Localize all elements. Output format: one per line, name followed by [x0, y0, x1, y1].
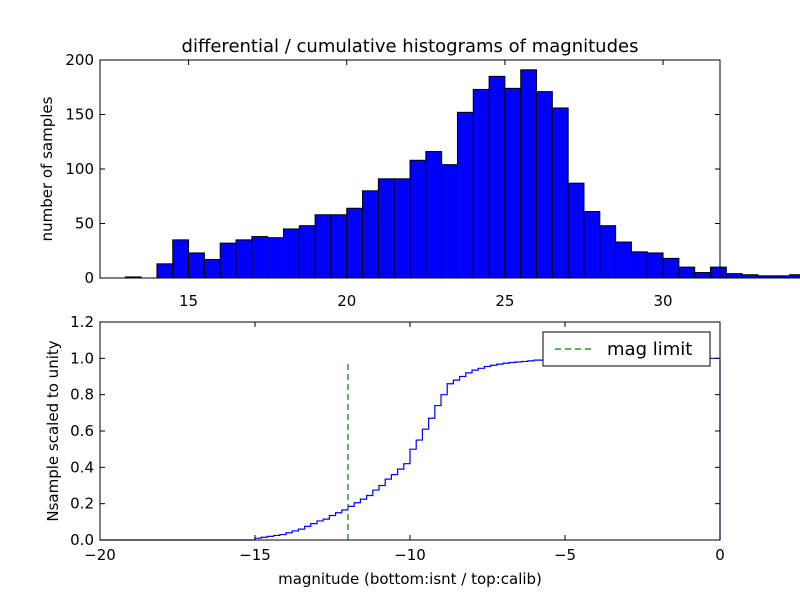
x-tick-label: −10: [394, 546, 426, 564]
histogram-bar: [425, 151, 443, 279]
histogram-bar: [441, 164, 458, 279]
x-tick-label: −20: [84, 546, 116, 564]
y-tick-label: 1.2: [70, 313, 94, 331]
chart-title: differential / cumulative histograms of …: [182, 36, 639, 57]
histogram-bar: [314, 214, 332, 279]
x-tick-label: 30: [654, 292, 673, 310]
histogram-bar: [203, 258, 221, 279]
x-tick-label: −15: [239, 546, 271, 564]
histogram-bar: [330, 214, 348, 279]
histogram-bar: [583, 211, 601, 279]
histogram-bar: [678, 266, 696, 279]
histogram-bars: [124, 69, 800, 279]
histogram-bar: [393, 178, 411, 279]
histogram-bar: [409, 159, 427, 279]
y-tick-label: 200: [65, 51, 94, 69]
legend-label-mag-limit: mag limit: [607, 339, 692, 360]
histogram-bar: [662, 257, 680, 279]
histogram-bar: [488, 75, 506, 279]
histogram-bar: [282, 228, 300, 279]
histogram-bar: [773, 275, 791, 279]
cumulative-step-line: [100, 357, 721, 541]
histogram-bar: [504, 87, 522, 279]
histogram-bar: [710, 266, 727, 279]
cumulative-lines: [100, 357, 721, 541]
cumulative-ticks: −20 −15 −10 −5 0 0.0 0.2 0.4 0.6 0.8 1.0 1.2: [70, 313, 725, 564]
legend: mag limit: [542, 331, 711, 367]
histogram-bar: [156, 263, 174, 279]
histogram-bar: [789, 274, 800, 279]
histogram-bar: [346, 207, 364, 279]
y-tick-label: 150: [65, 106, 94, 124]
histogram-bar: [615, 241, 632, 279]
histogram-bar: [694, 272, 712, 279]
y-tick-label: 1.0: [70, 349, 94, 367]
y-tick-label: 0.4: [70, 458, 94, 476]
histogram-bar: [520, 69, 538, 279]
histogram-bar: [456, 111, 474, 279]
y-tick-label: 0.0: [70, 531, 94, 549]
histogram-bar: [725, 273, 743, 279]
histogram-bar: [630, 251, 648, 279]
y-tick-label: 50: [75, 215, 94, 233]
histogram-bar: [599, 225, 617, 279]
histogram-axes: 15 20 25 30 0 50 100 150 200 differential / cumu…: [38, 36, 800, 310]
histogram-bar: [219, 242, 237, 279]
y-tick-label: 0.8: [70, 386, 94, 404]
x-tick-label: 15: [179, 292, 198, 310]
y-tick-label: 0.6: [70, 422, 94, 440]
histogram-bar: [741, 274, 759, 279]
histogram-bar: [377, 178, 395, 279]
histogram-bar: [172, 239, 190, 279]
histogram-bar: [567, 182, 585, 279]
histogram-bar: [235, 239, 253, 279]
x-tick-label: 25: [495, 292, 514, 310]
histogram-ticks: 15 20 25 30 0 50 100 150 200: [65, 51, 720, 310]
y-tick-label: 0.2: [70, 495, 94, 513]
histogram-bar: [536, 91, 553, 279]
histogram-y-axis-label: number of samples: [38, 96, 56, 241]
x-tick-label: 0: [715, 546, 725, 564]
cumulative-axes: −20 −15 −10 −5 0 0.0 0.2 0.4 0.6 0.8 1.0 1.2 magnit…: [44, 313, 725, 588]
histogram-bar: [472, 88, 490, 279]
cumulative-x-axis-label: magnitude (bottom:isnt / top:calib): [278, 570, 542, 588]
histogram-bar: [298, 225, 316, 279]
histogram-bar: [267, 237, 284, 279]
x-tick-label: −5: [554, 546, 576, 564]
histogram-bar: [362, 190, 379, 279]
histogram-bar: [757, 275, 775, 279]
histogram-bar: [646, 252, 664, 279]
histogram-bar: [251, 236, 269, 279]
histogram-bar: [551, 107, 569, 279]
histogram-bar: [188, 252, 205, 279]
x-tick-label: 20: [337, 292, 356, 310]
y-tick-label: 100: [65, 160, 94, 178]
y-tick-label: 0: [84, 269, 94, 287]
cumulative-y-axis-label: Nsample scaled to unity: [44, 340, 62, 521]
